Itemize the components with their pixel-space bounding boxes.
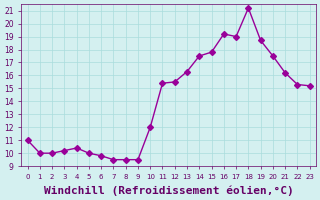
X-axis label: Windchill (Refroidissement éolien,°C): Windchill (Refroidissement éolien,°C): [44, 185, 293, 196]
